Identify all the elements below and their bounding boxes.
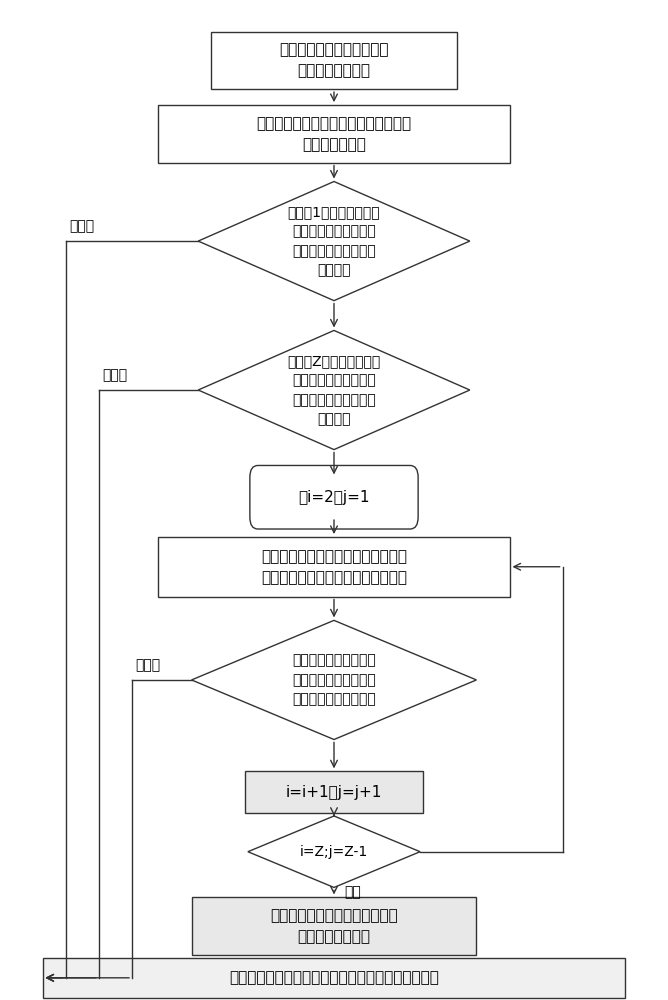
Text: 建立含整体壁板结构的全机
静强度有限元模型: 建立含整体壁板结构的全机 静强度有限元模型 <box>279 42 389 78</box>
Polygon shape <box>198 182 470 301</box>
Text: i=i+1；j=j+1: i=i+1；j=j+1 <box>286 785 382 800</box>
Text: 令i=2，j=1: 令i=2，j=1 <box>298 490 370 505</box>
Text: 依次每个相邻壁板组中的杆单元和板
单元，计算相应的剩余结构应力水平: 依次每个相邻壁板组中的杆单元和板 单元，计算相应的剩余结构应力水平 <box>261 549 407 585</box>
FancyBboxPatch shape <box>244 771 424 813</box>
Text: 判断剩余结构应力水平
是否满足静强度限制载
荷下应力水平控制要求: 判断剩余结构应力水平 是否满足静强度限制载 荷下应力水平控制要求 <box>292 653 376 706</box>
Text: 不满足: 不满足 <box>69 219 94 233</box>
Text: 结论：整体加筋壁板该截面上的
结构参数匹配合理: 结论：整体加筋壁板该截面上的 结构参数匹配合理 <box>270 908 398 944</box>
Text: i=Z;j=Z-1: i=Z;j=Z-1 <box>300 845 368 859</box>
Text: 满足: 满足 <box>344 885 361 899</box>
FancyBboxPatch shape <box>250 465 418 529</box>
Text: 结论：整体加筋壁板该截面上的结构参数匹配不合理: 结论：整体加筋壁板该截面上的结构参数匹配不合理 <box>229 970 439 985</box>
Text: 不满足: 不满足 <box>135 658 160 672</box>
Polygon shape <box>198 330 470 450</box>
FancyBboxPatch shape <box>158 537 510 597</box>
FancyBboxPatch shape <box>212 32 456 89</box>
Text: 选定结构考核截面，定义考核截面上杆
单元板单元序号: 选定结构考核截面，定义考核截面上杆 单元板单元序号 <box>257 116 411 152</box>
Text: 断开第1个杆单元，计算
并判断剩余结构应力水
平是否满足静强度限制
载荷要求: 断开第1个杆单元，计算 并判断剩余结构应力水 平是否满足静强度限制 载荷要求 <box>288 205 380 277</box>
Text: 断开第Z个杆单元，计算
并判断剩余结构应力水
平是否满足静强度限制
载荷要求: 断开第Z个杆单元，计算 并判断剩余结构应力水 平是否满足静强度限制 载荷要求 <box>287 354 381 426</box>
Text: 不满足: 不满足 <box>102 368 128 382</box>
Polygon shape <box>192 620 476 740</box>
FancyBboxPatch shape <box>192 897 476 955</box>
Polygon shape <box>248 816 420 887</box>
FancyBboxPatch shape <box>158 105 510 163</box>
FancyBboxPatch shape <box>43 958 625 998</box>
